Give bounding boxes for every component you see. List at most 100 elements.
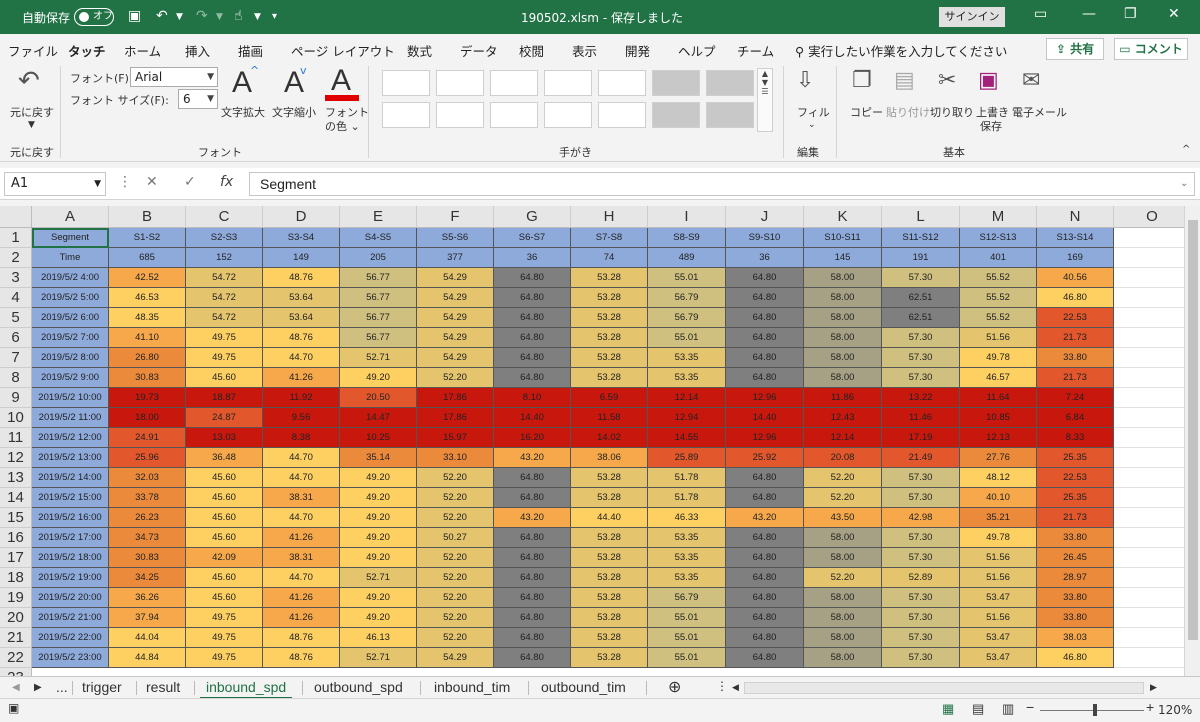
data-cell[interactable]: 6.84 bbox=[1037, 408, 1114, 428]
sheet-tab-inbound-tim[interactable]: inbound_tim bbox=[434, 679, 511, 695]
data-cell[interactable]: 25.96 bbox=[109, 448, 186, 468]
column-header-a[interactable]: A bbox=[32, 206, 109, 228]
signin-button[interactable]: サインイン bbox=[939, 7, 1005, 27]
column-header-i[interactable]: I bbox=[648, 206, 726, 228]
data-cell[interactable]: 53.28 bbox=[571, 328, 648, 348]
page-layout-view-icon[interactable]: ▤ bbox=[972, 701, 985, 716]
data-cell[interactable]: 53.64 bbox=[263, 308, 340, 328]
fill-dropdown-icon[interactable]: ⌄ bbox=[808, 120, 816, 130]
row-header-21[interactable]: 21 bbox=[0, 628, 32, 648]
data-cell[interactable]: 52.20 bbox=[417, 588, 494, 608]
data-cell[interactable]: 57.30 bbox=[882, 648, 960, 668]
formula-input[interactable]: Segment bbox=[249, 172, 1195, 196]
data-cell[interactable]: 11.92 bbox=[263, 388, 340, 408]
row-header-4[interactable]: 4 bbox=[0, 288, 32, 308]
data-cell[interactable]: 34.25 bbox=[109, 568, 186, 588]
data-cell[interactable]: 52.89 bbox=[882, 568, 960, 588]
time-cell[interactable]: 2019/5/2 18:00 bbox=[32, 548, 109, 568]
data-cell[interactable]: 49.78 bbox=[960, 348, 1037, 368]
data-cell[interactable]: 58.00 bbox=[804, 288, 882, 308]
data-cell[interactable]: 32.03 bbox=[109, 468, 186, 488]
column-header-h[interactable]: H bbox=[571, 206, 648, 228]
data-cell[interactable]: 54.29 bbox=[417, 648, 494, 668]
data-cell[interactable]: 25.35 bbox=[1037, 448, 1114, 468]
empty-cell[interactable] bbox=[1114, 488, 1184, 508]
data-cell[interactable]: 53.35 bbox=[648, 568, 726, 588]
data-cell[interactable]: 45.60 bbox=[186, 468, 263, 488]
column-header-f[interactable]: F bbox=[417, 206, 494, 228]
data-cell[interactable]: 49.78 bbox=[960, 528, 1037, 548]
column-header-j[interactable]: J bbox=[726, 206, 804, 228]
row-header-16[interactable]: 16 bbox=[0, 528, 32, 548]
page-break-view-icon[interactable]: ▥ bbox=[1002, 701, 1015, 716]
row-header-9[interactable]: 9 bbox=[0, 388, 32, 408]
header-cell[interactable]: S5-S6 bbox=[417, 228, 494, 248]
zoom-slider-thumb[interactable] bbox=[1093, 704, 1097, 716]
time-cell[interactable]: 2019/5/2 20:00 bbox=[32, 588, 109, 608]
time-cell[interactable]: 2019/5/2 23:00 bbox=[32, 648, 109, 668]
data-cell[interactable]: 64.80 bbox=[726, 328, 804, 348]
tab-view[interactable]: 表示 bbox=[572, 44, 598, 59]
data-cell[interactable]: 54.72 bbox=[186, 268, 263, 288]
data-cell[interactable]: 50.27 bbox=[417, 528, 494, 548]
data-cell[interactable]: 51.78 bbox=[648, 468, 726, 488]
data-cell[interactable]: 49.20 bbox=[340, 468, 417, 488]
grow-font-icon[interactable]: A bbox=[232, 66, 253, 99]
time-cell[interactable]: 2019/5/2 14:00 bbox=[32, 468, 109, 488]
row-header-12[interactable]: 12 bbox=[0, 448, 32, 468]
share-button[interactable]: ⇪ 共有 bbox=[1046, 38, 1104, 60]
data-cell[interactable]: 38.03 bbox=[1037, 628, 1114, 648]
data-cell[interactable]: 64.80 bbox=[726, 348, 804, 368]
row-header-18[interactable]: 18 bbox=[0, 568, 32, 588]
undo-button-label[interactable]: 元に戻す bbox=[10, 106, 54, 119]
time-cell[interactable]: 2019/5/2 9:00 bbox=[32, 368, 109, 388]
data-cell[interactable]: 49.20 bbox=[340, 528, 417, 548]
data-cell[interactable]: 14.02 bbox=[571, 428, 648, 448]
data-cell[interactable]: 12.13 bbox=[960, 428, 1037, 448]
data-cell[interactable]: 40.10 bbox=[960, 488, 1037, 508]
tab-formulas[interactable]: 数式 bbox=[407, 44, 433, 59]
data-cell[interactable]: 64.80 bbox=[494, 648, 571, 668]
data-cell[interactable]: 58.00 bbox=[804, 608, 882, 628]
data-cell[interactable]: 20.08 bbox=[804, 448, 882, 468]
data-cell[interactable]: 56.79 bbox=[648, 288, 726, 308]
data-cell[interactable]: 41.10 bbox=[109, 328, 186, 348]
data-cell[interactable]: 64.80 bbox=[494, 348, 571, 368]
data-cell[interactable]: 53.35 bbox=[648, 528, 726, 548]
data-cell[interactable]: 11.64 bbox=[960, 388, 1037, 408]
tab-help[interactable]: ヘルプ bbox=[678, 44, 716, 59]
data-cell[interactable]: 49.20 bbox=[340, 548, 417, 568]
minimize-icon[interactable]: — bbox=[1082, 6, 1096, 22]
touch-dropdown-icon[interactable]: ▼ bbox=[254, 12, 261, 22]
time-cell[interactable]: 2019/5/2 6:00 bbox=[32, 308, 109, 328]
autosave-toggle[interactable]: オフ bbox=[74, 8, 114, 26]
data-cell[interactable]: 22.53 bbox=[1037, 308, 1114, 328]
data-cell[interactable]: 43.20 bbox=[726, 508, 804, 528]
sheet-tab-inbound-spd[interactable]: inbound_spd bbox=[199, 679, 293, 699]
pen-style-8[interactable] bbox=[490, 102, 538, 128]
empty-cell[interactable] bbox=[1114, 428, 1184, 448]
data-cell[interactable]: 38.31 bbox=[263, 548, 340, 568]
data-cell[interactable]: 54.72 bbox=[186, 288, 263, 308]
empty-cell[interactable] bbox=[1114, 448, 1184, 468]
time-cell[interactable]: 2019/5/2 19:00 bbox=[32, 568, 109, 588]
data-cell[interactable]: 12.96 bbox=[726, 388, 804, 408]
data-cell[interactable]: 58.00 bbox=[804, 548, 882, 568]
collapse-ribbon-icon[interactable]: ^ bbox=[1182, 144, 1191, 155]
time-cell[interactable]: 2019/5/2 4:00 bbox=[32, 268, 109, 288]
data-cell[interactable]: 14.55 bbox=[648, 428, 726, 448]
data-cell[interactable]: 49.20 bbox=[340, 368, 417, 388]
empty-cell[interactable] bbox=[1114, 308, 1184, 328]
empty-cell[interactable] bbox=[1114, 648, 1184, 668]
data-cell[interactable]: 55.52 bbox=[960, 268, 1037, 288]
data-cell[interactable]: 35.14 bbox=[340, 448, 417, 468]
header-cell[interactable]: 152 bbox=[186, 248, 263, 268]
tab-draw[interactable]: 描画 bbox=[238, 44, 264, 59]
data-cell[interactable]: 48.35 bbox=[109, 308, 186, 328]
empty-cell[interactable] bbox=[1114, 568, 1184, 588]
time-cell[interactable]: 2019/5/2 11:00 bbox=[32, 408, 109, 428]
data-cell[interactable]: 44.84 bbox=[109, 648, 186, 668]
data-cell[interactable]: 56.79 bbox=[648, 588, 726, 608]
data-cell[interactable]: 21.73 bbox=[1037, 368, 1114, 388]
data-cell[interactable]: 33.80 bbox=[1037, 588, 1114, 608]
